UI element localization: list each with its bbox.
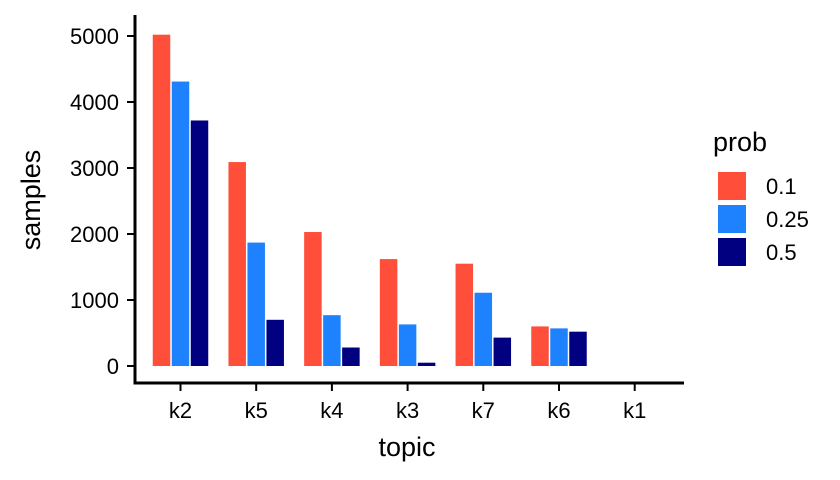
bar-k7-0.5 [493, 337, 512, 366]
x-tick-label: k3 [396, 398, 419, 423]
bar-k4-0.5 [342, 347, 360, 366]
legend-title: prob [713, 127, 767, 157]
bar-k2-0.1 [152, 34, 171, 367]
bar-k6-0.5 [569, 331, 587, 366]
legend-swatch-0.1 [718, 172, 746, 200]
y-tick-label: 1000 [70, 288, 119, 313]
bar-k5-0.1 [228, 162, 246, 366]
legend-label-0.5: 0.5 [766, 240, 797, 265]
x-tick-label: k2 [169, 398, 192, 423]
x-axis-ticks: k2 k5 k4 k3 k7 k6 k1 [169, 383, 646, 423]
y-tick-label: 4000 [70, 90, 119, 115]
bar-k3-0.1 [379, 259, 398, 366]
bar-k4-0.1 [304, 232, 322, 366]
y-tick-label: 2000 [70, 222, 119, 247]
bar-k6-0.25 [550, 328, 568, 366]
y-tick-label: 0 [107, 354, 119, 379]
legend-label-0.25: 0.25 [766, 207, 809, 232]
bar-k5-0.5 [266, 319, 284, 366]
x-axis-title: topic [378, 432, 435, 462]
x-tick-label: k1 [623, 398, 646, 423]
bar-k4-0.25 [323, 315, 341, 366]
y-axis-title: samples [16, 150, 46, 251]
bar-k5-0.25 [247, 242, 265, 366]
x-tick-label: k7 [472, 398, 495, 423]
x-tick-label: k6 [547, 398, 570, 423]
legend-swatch-0.5 [718, 238, 746, 266]
bar-k2-0.25 [171, 81, 190, 366]
x-tick-label: k5 [245, 398, 268, 423]
bar-k6-0.1 [531, 326, 549, 366]
bar-k3-0.5 [417, 362, 436, 366]
bar-k3-0.25 [398, 324, 417, 366]
legend-label-0.1: 0.1 [766, 174, 797, 199]
y-tick-label: 5000 [70, 24, 119, 49]
legend: prob 0.1 0.25 0.5 [713, 127, 809, 266]
bar-k2-0.5 [190, 120, 209, 366]
bar-k7-0.25 [474, 292, 493, 366]
y-tick-label: 3000 [70, 156, 119, 181]
legend-swatch-0.25 [718, 205, 746, 233]
bar-k7-0.1 [455, 263, 474, 366]
y-axis-ticks: 0 1000 2000 3000 4000 5000 [70, 24, 135, 379]
plot-area [152, 34, 587, 367]
x-tick-label: k4 [320, 398, 343, 423]
